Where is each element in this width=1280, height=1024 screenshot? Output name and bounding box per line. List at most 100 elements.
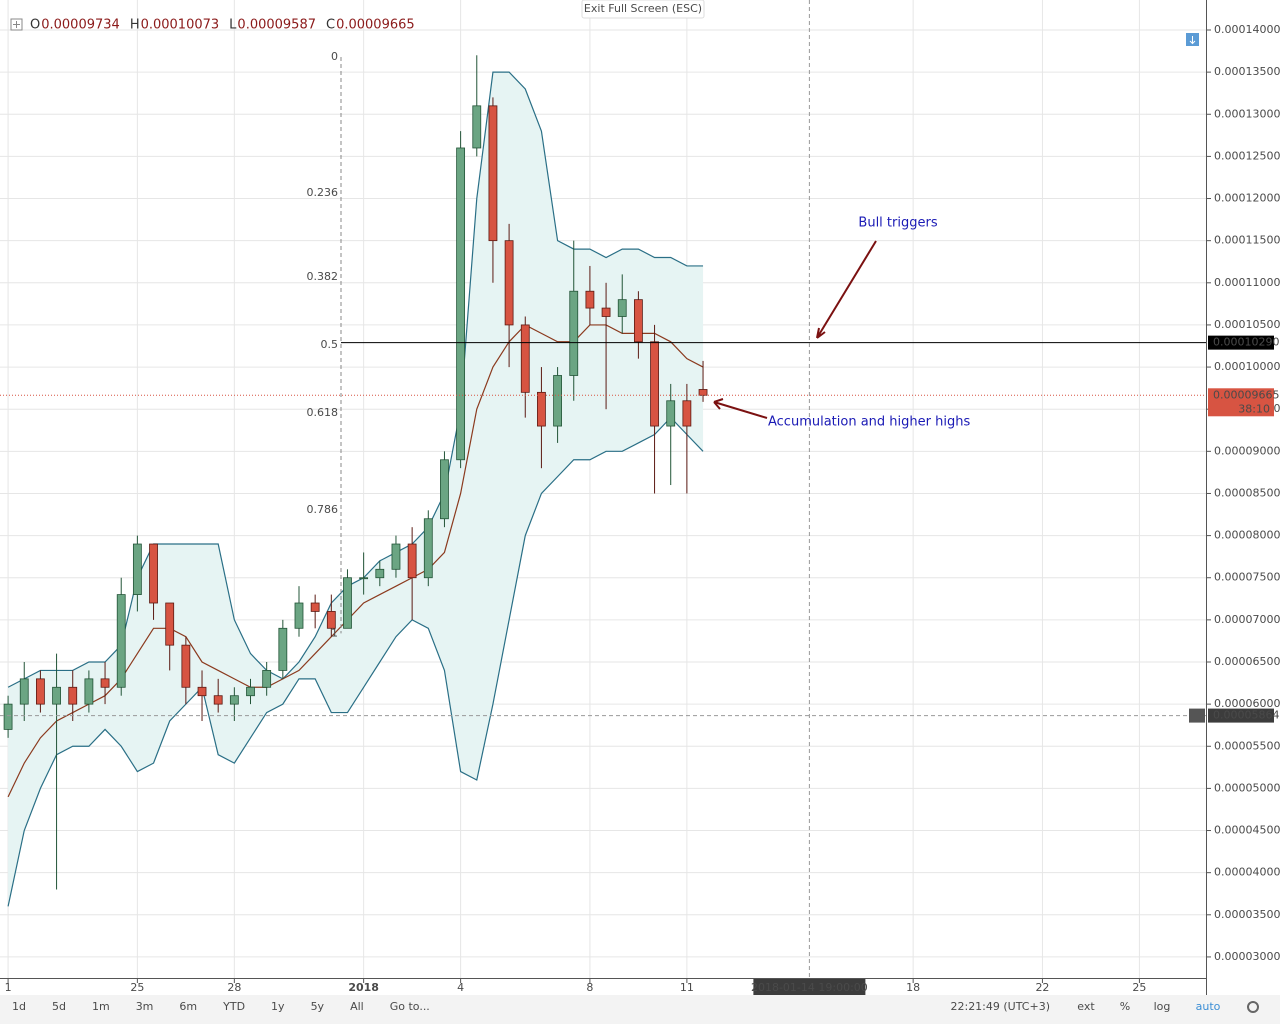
candle-body	[84, 678, 94, 705]
ohlc-key: L	[229, 18, 237, 33]
candle-body	[585, 290, 595, 309]
y-tick-label: 0.00007000	[1214, 613, 1280, 626]
clock: 22:21:49 (UTC+3)	[950, 1000, 1050, 1013]
candle-body	[488, 105, 498, 242]
y-tick-label: 0.00012500	[1214, 149, 1280, 162]
fib-level-label: 0.382	[307, 270, 339, 283]
collapse-icon[interactable]	[10, 18, 23, 31]
range-button[interactable]: 1m	[92, 1000, 110, 1013]
candle-body	[310, 602, 320, 612]
y-tick-label: 0.00006500	[1214, 655, 1280, 668]
price-label-bg	[1208, 335, 1274, 350]
candle-body	[294, 602, 304, 629]
candle-body	[569, 290, 579, 376]
toolbar-bg	[0, 995, 1280, 1024]
candle-body	[36, 678, 45, 705]
ohlc-header: O 0.00009734 H 0.00010073 L 0.00009587 C 0.0000…	[30, 18, 415, 33]
exit-fullscreen-button[interactable]	[581, 0, 705, 19]
range-button[interactable]: YTD	[222, 1000, 245, 1013]
option-button[interactable]: %	[1120, 1000, 1130, 1013]
range-button[interactable]: 6m	[179, 1000, 197, 1013]
option-button[interactable]: ext	[1077, 1000, 1095, 1013]
option-button[interactable]: log	[1154, 1000, 1171, 1013]
candle-body	[682, 400, 692, 427]
x-tick-label: 11	[680, 981, 694, 994]
ohlc-key: H	[130, 18, 140, 33]
candle-body	[537, 391, 546, 427]
countdown: 38:10	[1238, 402, 1270, 415]
fib-level-label: 0.618	[307, 406, 339, 419]
y-tick-label: 0.00005500	[1214, 739, 1280, 752]
crosshair-plus[interactable]	[1189, 708, 1205, 723]
candle-body	[456, 147, 466, 461]
y-tick-label: 0.00011500	[1214, 234, 1280, 247]
fib-level-label: 0.236	[307, 186, 339, 199]
candle-body	[132, 543, 142, 595]
candle-body	[278, 627, 288, 671]
range-button[interactable]: 5y	[311, 1000, 325, 1013]
candle-body	[391, 543, 401, 570]
candle-body	[650, 341, 659, 427]
annotation: Accumulation and higher highs	[768, 415, 970, 430]
ohlc-value: 0.00009734	[41, 18, 120, 33]
candle-body	[698, 389, 708, 396]
settings-button[interactable]	[1247, 1001, 1259, 1013]
candle-body	[472, 105, 482, 149]
candle-body	[440, 459, 449, 520]
candle-body	[262, 670, 272, 688]
y-tick-label: 0.00014000	[1214, 23, 1280, 36]
candle-body	[100, 678, 110, 688]
candle-body	[19, 678, 29, 705]
crosshair-price-bg	[1208, 708, 1274, 723]
candle-body	[197, 686, 207, 697]
fib-level-label: 0	[331, 50, 338, 63]
candle-body	[617, 299, 627, 317]
y-tick-label: 0.00003000	[1214, 950, 1280, 963]
collapse-icon-plus	[13, 21, 20, 28]
toolbar: 1d 5d 1m 3m 6m YTD 1y 5y All Go to... 22:21:49 (UT…	[12, 1000, 1259, 1013]
range-button[interactable]: All	[350, 1000, 364, 1013]
y-tick-label: 0.00004000	[1214, 866, 1280, 879]
option-button[interactable]: auto	[1196, 1000, 1221, 1013]
y-tick-label: 0.00013500	[1214, 65, 1280, 78]
y-tick-label: 0.00012000	[1214, 192, 1280, 205]
x-tick-label: 1	[5, 981, 12, 994]
y-tick-label: 0.00007500	[1214, 571, 1280, 584]
candle-body	[326, 611, 336, 629]
y-tick-label: 0.00003500	[1214, 908, 1280, 921]
y-tick-label: 0.00004500	[1214, 824, 1280, 837]
crosshair-price-label: 0.00005864	[1213, 709, 1279, 722]
candle-body	[213, 695, 223, 705]
x-tick-label: 28	[227, 981, 241, 994]
candle-body	[423, 518, 433, 579]
scroll-icon-arrow	[1189, 36, 1196, 45]
y-tick-label: 0.00005000	[1214, 781, 1280, 794]
range-button[interactable]: 1d	[12, 1000, 26, 1013]
candle-body	[601, 307, 611, 317]
exit-fullscreen-label[interactable]: Exit Full Screen (ESC)	[584, 2, 702, 15]
candle-body	[407, 543, 417, 579]
candle-body	[553, 375, 562, 427]
range-button[interactable]: 3m	[136, 1000, 154, 1013]
candle-body	[52, 686, 61, 705]
crosshair-time-label: 2018-01-14 19:00:00	[751, 981, 868, 994]
x-tick-label: 22	[1035, 981, 1049, 994]
range-button[interactable]: 1y	[271, 1000, 285, 1013]
y-tick-label: 0.00008500	[1214, 486, 1280, 499]
candle-body	[116, 594, 126, 688]
annotation-arrow	[816, 240, 877, 339]
band-fill	[8, 72, 704, 907]
ohlc-value: 0.00009665	[336, 18, 415, 33]
y-tick-label: 0.00010500	[1214, 318, 1280, 331]
candle-body	[633, 299, 643, 343]
crosshair-time-bg	[753, 979, 866, 995]
y-tick-label: 0.00008000	[1214, 529, 1280, 542]
last-price-bg	[1208, 388, 1274, 417]
candle-body	[359, 577, 369, 580]
candle-body	[520, 324, 530, 393]
candle-body	[3, 703, 13, 730]
candle-body	[229, 695, 239, 705]
last-price-label: 0.00009665	[1213, 388, 1279, 401]
range-button[interactable]: 5d	[52, 1000, 66, 1013]
goto-button[interactable]: Go to...	[390, 1000, 430, 1013]
